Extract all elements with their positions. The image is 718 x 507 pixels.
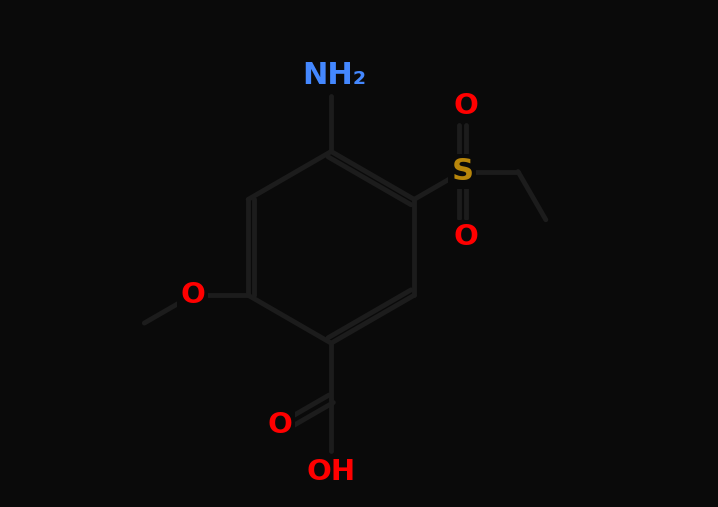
Text: O: O — [453, 223, 478, 251]
Text: NH₂: NH₂ — [302, 61, 366, 90]
Text: O: O — [453, 92, 478, 120]
Text: O: O — [180, 281, 205, 309]
Text: S: S — [452, 157, 473, 186]
Text: OH: OH — [307, 457, 355, 486]
Text: O: O — [267, 411, 292, 439]
